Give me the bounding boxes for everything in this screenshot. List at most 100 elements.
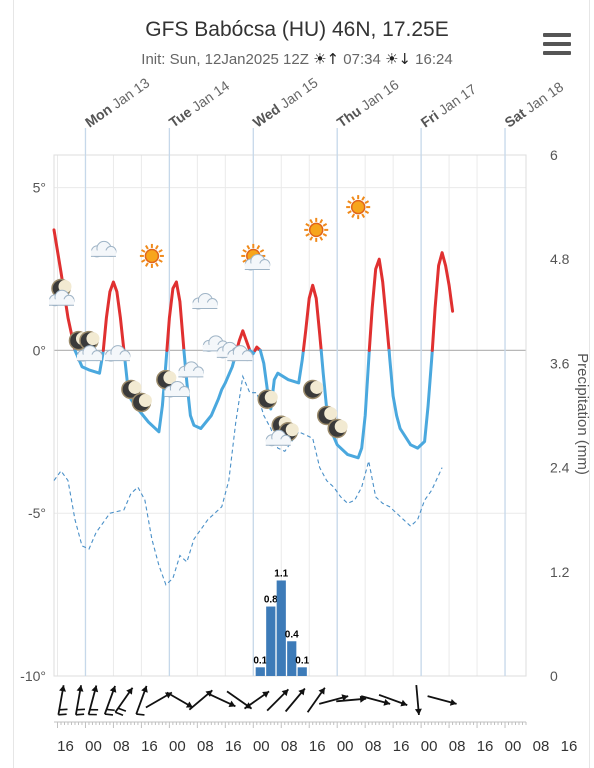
cloud-icon bbox=[104, 345, 131, 362]
wind-arrow bbox=[87, 685, 99, 716]
precip-bar bbox=[297, 667, 307, 676]
wind-arrow bbox=[145, 691, 173, 709]
precip-bar-label: 1.1 bbox=[274, 568, 288, 579]
wind-arrow bbox=[306, 687, 326, 713]
temperature-line bbox=[73, 348, 105, 375]
temperature-line bbox=[301, 283, 323, 352]
cloud-icon bbox=[178, 361, 204, 378]
wind-arrow bbox=[266, 688, 290, 712]
sunrise-icon: ☀↑ bbox=[313, 50, 340, 68]
hour-tick-label: 16 bbox=[57, 738, 74, 755]
wind-arrow bbox=[378, 694, 408, 707]
moon-icon bbox=[316, 405, 338, 426]
sun-icon bbox=[139, 243, 164, 268]
wind-arrow bbox=[284, 687, 306, 713]
page-title: GFS Babócsa (HU) 46N, 17.25E bbox=[145, 18, 449, 41]
y2-tick-label: 0 bbox=[550, 668, 558, 684]
y2-tick-label: 2.4 bbox=[550, 460, 570, 476]
day-label: Fri Jan 17 bbox=[418, 81, 480, 131]
hour-tick-label: 00 bbox=[337, 738, 354, 755]
moon-icon bbox=[302, 379, 324, 400]
wind-arrow bbox=[103, 685, 117, 716]
precip-bar bbox=[287, 641, 297, 676]
precip-bar-label: 0.4 bbox=[285, 629, 299, 640]
wind-arrow bbox=[243, 690, 270, 710]
wind-arrow bbox=[74, 685, 86, 716]
hour-tick-label: 16 bbox=[561, 738, 578, 755]
wind-arrow bbox=[114, 687, 134, 716]
y-tick-label: -10° bbox=[20, 668, 46, 684]
precip-bar-label: 0.1 bbox=[295, 655, 309, 666]
temperature-line bbox=[101, 280, 126, 352]
cloud-icon bbox=[90, 240, 117, 258]
cloud-icon bbox=[227, 345, 253, 362]
chart-frame bbox=[13, 0, 590, 768]
wind-arrow bbox=[414, 684, 422, 716]
hour-tick-label: 08 bbox=[281, 738, 298, 755]
sunset-time: 16:24 bbox=[415, 51, 453, 68]
init-info: Init: Sun, 12Jan2025 12Z ☀↑ 07:34 ☀↓ 16:… bbox=[0, 50, 594, 68]
dew-point-line bbox=[53, 374, 443, 586]
hour-tick-label: 16 bbox=[393, 738, 410, 755]
hamburger-menu-icon[interactable] bbox=[543, 33, 571, 55]
hour-tick-label: 16 bbox=[309, 738, 326, 755]
hour-tick-label: 08 bbox=[197, 738, 214, 755]
wind-arrow bbox=[57, 685, 68, 716]
temperature-line bbox=[182, 348, 239, 430]
temperature-line bbox=[235, 329, 252, 352]
temperature-line bbox=[258, 348, 305, 411]
precip-bar-label: 0.8 bbox=[264, 595, 278, 606]
day-label: Wed Jan 15 bbox=[250, 74, 321, 130]
hour-tick-label: 16 bbox=[477, 738, 494, 755]
precip-bar bbox=[255, 667, 265, 676]
cloud-icon bbox=[76, 345, 103, 362]
hour-tick-label: 00 bbox=[421, 738, 438, 755]
temperature-line bbox=[387, 348, 434, 450]
wind-arrow bbox=[360, 695, 391, 706]
plot-area bbox=[53, 154, 527, 677]
moon-icon bbox=[131, 392, 152, 413]
wind-arrow bbox=[336, 695, 367, 703]
temperature-line bbox=[319, 348, 371, 460]
y-tick-label: -5° bbox=[28, 505, 46, 521]
init-label: Init: Sun, 12Jan2025 12Z bbox=[141, 51, 309, 68]
temperature-line bbox=[430, 251, 455, 352]
temperature-line bbox=[253, 345, 262, 352]
hour-tick-label: 08 bbox=[113, 738, 130, 755]
hour-tick-label: 00 bbox=[169, 738, 186, 755]
hour-tick-label: 00 bbox=[505, 738, 522, 755]
moon-icon bbox=[327, 418, 348, 439]
day-label: Thu Jan 16 bbox=[334, 76, 402, 130]
cloud-icon bbox=[192, 293, 218, 310]
cloud-icon bbox=[244, 253, 271, 271]
y2-tick-label: 1.2 bbox=[550, 564, 570, 580]
sun-icon bbox=[346, 195, 371, 220]
y-tick-label: 0° bbox=[33, 342, 46, 358]
wind-arrow bbox=[427, 695, 457, 706]
sun-icon bbox=[304, 217, 329, 242]
moon-icon bbox=[121, 379, 142, 400]
cloud-icon bbox=[265, 429, 292, 447]
y-tick-label: 5° bbox=[33, 180, 46, 196]
hour-tick-label: 08 bbox=[365, 738, 382, 755]
y2-tick-label: 3.6 bbox=[550, 355, 570, 371]
hour-tick-label: 00 bbox=[253, 738, 270, 755]
y2-tick-label: 4.8 bbox=[550, 251, 570, 267]
wind-arrow bbox=[166, 691, 194, 709]
sunset-icon: ☀↓ bbox=[384, 50, 411, 68]
precip-bar bbox=[266, 606, 276, 676]
moon-icon bbox=[257, 389, 278, 409]
day-label: Sat Jan 18 bbox=[502, 78, 567, 130]
hour-tick-label: 08 bbox=[533, 738, 550, 755]
y2-axis-label: Precipitation (mm) bbox=[574, 353, 591, 475]
temperature-line bbox=[165, 280, 186, 352]
hour-tick-label: 16 bbox=[225, 738, 242, 755]
hour-tick-label: 08 bbox=[449, 738, 466, 755]
y2-tick-label: 6 bbox=[550, 147, 558, 163]
precip-bar bbox=[276, 580, 286, 676]
wind-arrow bbox=[207, 692, 236, 708]
hour-tick-label: 00 bbox=[85, 738, 102, 755]
cloud-icon bbox=[164, 380, 190, 398]
day-label: Tue Jan 14 bbox=[166, 77, 233, 130]
